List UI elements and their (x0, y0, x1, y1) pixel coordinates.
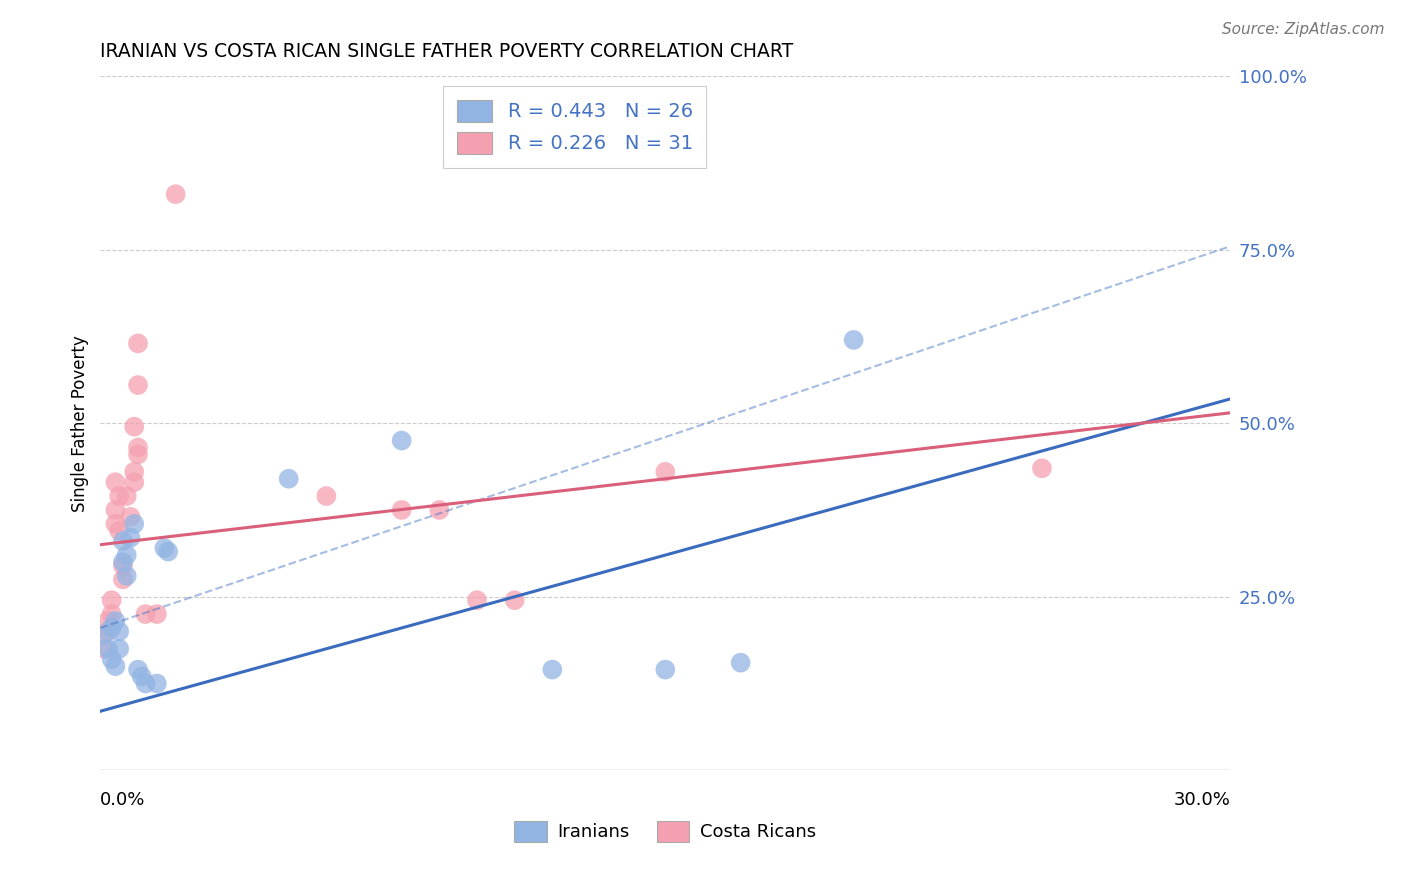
Text: IRANIAN VS COSTA RICAN SINGLE FATHER POVERTY CORRELATION CHART: IRANIAN VS COSTA RICAN SINGLE FATHER POV… (100, 42, 793, 61)
Point (111, 534, 134, 549)
Point (120, 509, 142, 524)
Point (97, 614, 120, 628)
Point (97, 624, 120, 639)
Point (108, 524, 131, 538)
Point (654, 663, 676, 677)
Point (115, 548, 138, 562)
Point (465, 593, 488, 607)
Point (146, 607, 169, 621)
Point (127, 441, 149, 455)
Point (111, 555, 134, 569)
Legend: Iranians, Costa Ricans: Iranians, Costa Ricans (515, 821, 817, 842)
Point (503, 593, 526, 607)
Point (842, 333, 865, 347)
Point (127, 378, 149, 392)
Point (541, 663, 564, 677)
Point (146, 676, 169, 690)
Point (157, 544, 180, 558)
Point (120, 531, 142, 545)
Point (93, 641, 115, 656)
Point (122, 419, 145, 434)
Point (104, 503, 127, 517)
Point (315, 489, 337, 503)
Point (100, 652, 122, 666)
Point (135, 607, 157, 621)
Point (131, 669, 153, 683)
Point (104, 614, 127, 628)
Point (165, 187, 187, 202)
Point (391, 434, 413, 448)
Point (391, 503, 413, 517)
Point (277, 472, 299, 486)
Text: 30.0%: 30.0% (1174, 791, 1230, 809)
Point (1031, 461, 1053, 475)
Point (115, 489, 138, 503)
Point (108, 641, 131, 656)
Point (654, 465, 676, 479)
Point (97, 641, 120, 656)
Point (93, 628, 115, 642)
Text: Source: ZipAtlas.com: Source: ZipAtlas.com (1222, 22, 1385, 37)
Point (127, 447, 149, 461)
Point (127, 336, 149, 351)
Point (115, 569, 138, 583)
Point (100, 593, 122, 607)
Point (108, 489, 131, 503)
Point (100, 607, 122, 621)
Point (111, 558, 134, 573)
Point (730, 656, 752, 670)
Point (100, 621, 122, 635)
Point (135, 676, 157, 690)
Point (104, 475, 127, 490)
Point (104, 516, 127, 531)
Point (122, 465, 145, 479)
Point (122, 475, 145, 490)
Text: 0.0%: 0.0% (100, 791, 146, 809)
Point (111, 573, 134, 587)
Point (108, 624, 131, 639)
Point (122, 516, 145, 531)
Point (127, 663, 149, 677)
Y-axis label: Single Father Poverty: Single Father Poverty (72, 334, 89, 512)
Point (104, 659, 127, 673)
Point (153, 541, 176, 556)
Point (427, 503, 450, 517)
